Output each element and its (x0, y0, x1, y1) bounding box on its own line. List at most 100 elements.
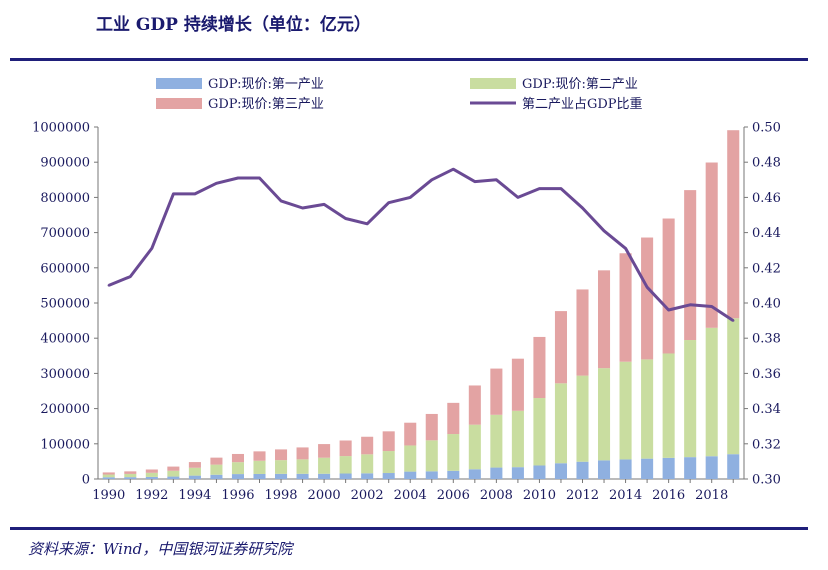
bar-primary-industry (296, 473, 309, 479)
bar-secondary-industry (554, 383, 567, 464)
secondary-share-point (688, 303, 692, 306)
secondary-share-point (516, 196, 520, 199)
legend-secondary-swatch (470, 78, 516, 89)
bar-primary-industry (533, 465, 546, 479)
bar-secondary-industry (619, 361, 632, 460)
bar-primary-industry (619, 459, 632, 479)
bar-primary-industry (598, 460, 611, 479)
secondary-share-point (409, 196, 412, 199)
bar-primary-industry (253, 473, 266, 479)
right-axis-tick-label: 0.38 (752, 332, 781, 347)
left-axis-tick-label: 0 (82, 473, 90, 488)
secondary-share-line (108, 167, 735, 322)
bar-secondary-industry (576, 375, 589, 462)
right-axis-tick-label: 0.46 (752, 191, 781, 206)
x-axis-tick-label: 1994 (178, 488, 211, 503)
x-axis-tick-label: 2010 (523, 488, 556, 503)
bar-secondary-industry (641, 359, 654, 459)
bar-tertiary-industry (382, 431, 395, 452)
left-axis-tick-label: 400000 (40, 332, 90, 347)
bar-primary-industry (210, 474, 223, 479)
bar-secondary-industry (296, 459, 309, 474)
secondary-share-point (150, 247, 154, 250)
bar-tertiary-industry (684, 190, 697, 341)
right-axis-tick-label: 0.36 (752, 367, 781, 382)
right-axis-tick-label: 0.44 (752, 226, 781, 241)
top-divider (10, 58, 808, 61)
bar-primary-industry (124, 477, 137, 479)
bar-secondary-industry (382, 451, 395, 474)
bar-primary-industry (705, 456, 718, 479)
bar-primary-industry (102, 477, 115, 479)
left-axis-tick-label: 700000 (40, 226, 90, 241)
bar-tertiary-industry (275, 449, 288, 461)
secondary-share-point (172, 192, 175, 196)
bar-secondary-industry (468, 424, 481, 470)
bar-tertiary-industry (468, 385, 481, 425)
bar-secondary-industry (210, 464, 223, 475)
bar-tertiary-industry (253, 451, 266, 461)
bar-primary-industry (662, 457, 675, 479)
bar-tertiary-industry (598, 270, 611, 369)
bar-secondary-industry (318, 457, 331, 474)
bar-tertiary-industry (361, 436, 374, 455)
bar-secondary-industry (145, 472, 158, 477)
bar-tertiary-industry (296, 447, 309, 460)
bar-secondary-industry (511, 410, 524, 468)
bar-secondary-industry (404, 445, 417, 472)
bar-primary-industry (576, 461, 589, 479)
x-axis-tick-label: 2008 (480, 488, 513, 503)
bar-tertiary-industry (318, 444, 331, 458)
bar-tertiary-industry (167, 466, 180, 471)
chart-title: 工业 GDP 持续增长（单位：亿元） (96, 15, 371, 35)
secondary-share-point (430, 178, 433, 181)
secondary-share-point (193, 192, 197, 196)
right-axis-tick-label: 0.50 (752, 121, 781, 136)
x-axis-tick-label: 2018 (695, 488, 728, 503)
bar-secondary-industry (598, 368, 611, 461)
bar-tertiary-industry (490, 368, 503, 415)
left-axis-tick-label: 900000 (40, 156, 90, 171)
secondary-share-point (387, 201, 390, 204)
bar-primary-industry (727, 454, 740, 479)
left-axis-tick-label: 1000000 (32, 121, 90, 136)
secondary-share-point (710, 305, 713, 308)
secondary-share-point (322, 203, 326, 206)
bar-secondary-industry (662, 353, 675, 458)
secondary-share-point (538, 187, 541, 190)
bar-secondary-industry (124, 473, 137, 478)
bar-primary-industry (275, 473, 288, 479)
bar-secondary-industry (684, 340, 697, 458)
bar-tertiary-industry (145, 469, 158, 473)
right-axis-tick-label: 0.34 (752, 402, 781, 417)
bar-secondary-industry (425, 440, 438, 472)
left-axis-tick-label: 600000 (40, 261, 90, 276)
bar-tertiary-industry (705, 162, 718, 328)
bar-tertiary-industry (404, 422, 417, 446)
bar-secondary-industry (231, 462, 244, 475)
bar-primary-industry (490, 467, 503, 479)
secondary-share-point (279, 199, 283, 203)
right-axis-tick-label: 0.40 (752, 297, 781, 312)
bar-primary-industry (339, 473, 352, 479)
bar-primary-industry (404, 471, 417, 479)
right-axis-tick-label: 0.48 (752, 156, 781, 171)
bar-primary-industry (641, 458, 654, 479)
bar-secondary-industry (727, 318, 740, 455)
legend-tertiary-label: GDP:现价:第三产业 (208, 97, 324, 112)
bar-tertiary-industry (339, 440, 352, 457)
bar-primary-industry (318, 473, 331, 479)
secondary-share-point (365, 222, 369, 225)
x-axis-tick-label: 2004 (394, 488, 427, 503)
left-axis-tick-label: 300000 (40, 367, 90, 382)
secondary-share-point (732, 319, 735, 322)
x-axis-tick-label: 1996 (221, 488, 254, 503)
right-axis-tick-label: 0.30 (752, 473, 781, 488)
secondary-share-point (624, 247, 627, 250)
x-axis-tick-label: 2006 (437, 488, 470, 503)
bar-primary-industry (231, 474, 244, 479)
bar-primary-industry (361, 473, 374, 479)
secondary-share-point (129, 275, 132, 278)
bottom-divider (10, 527, 808, 530)
right-axis-tick-label: 0.32 (752, 437, 781, 452)
